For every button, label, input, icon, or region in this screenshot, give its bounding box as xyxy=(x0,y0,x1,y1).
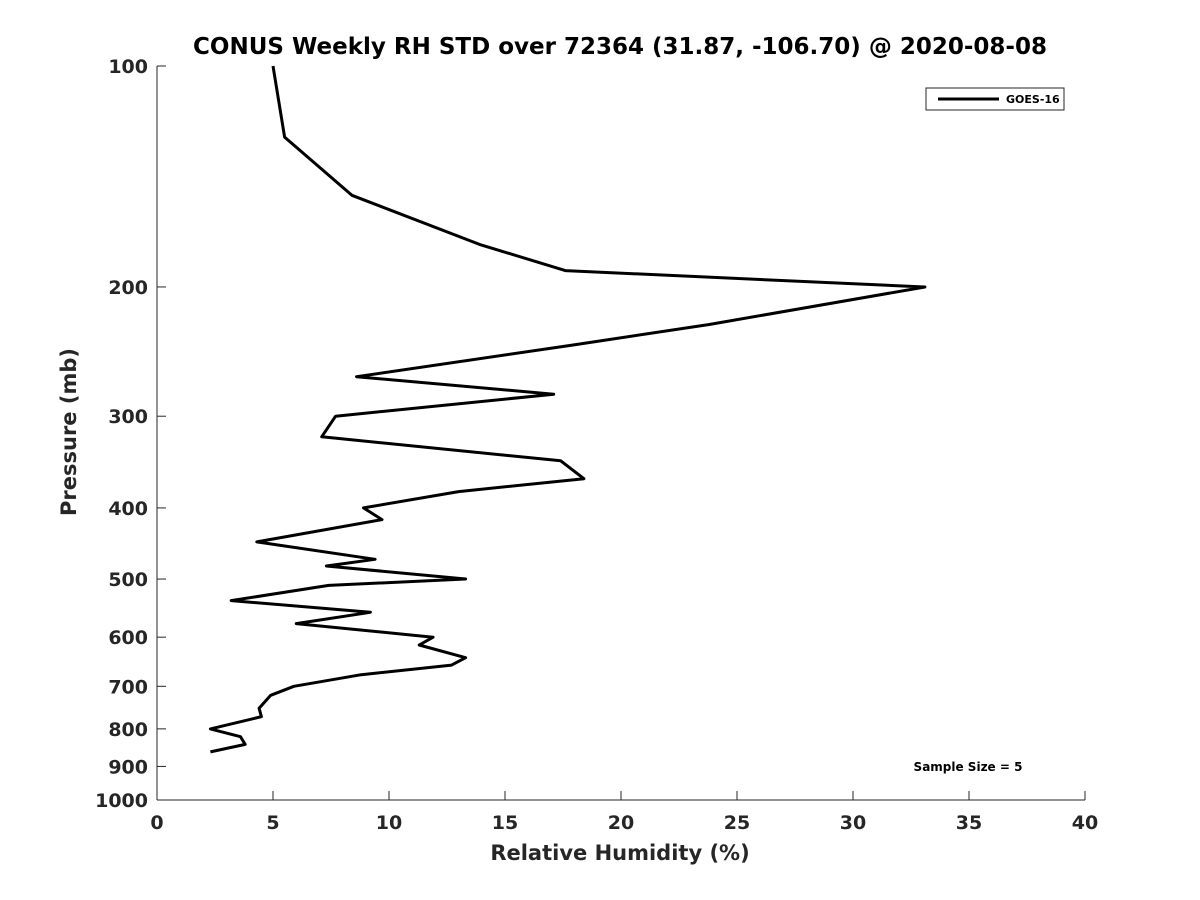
x-tick-label: 20 xyxy=(608,812,634,834)
x-tick-label: 30 xyxy=(840,812,866,834)
series xyxy=(208,65,927,754)
x-tick-label: 5 xyxy=(266,812,279,834)
sample-size-annotation: Sample Size = 5 xyxy=(914,760,1023,774)
y-tick-label: 500 xyxy=(108,569,148,591)
x-axis-label: Relative Humidity (%) xyxy=(490,841,749,865)
series-line-goes-16 xyxy=(208,65,927,754)
y-tick-label: 900 xyxy=(108,756,148,778)
x-tick-label: 10 xyxy=(376,812,402,834)
y-tick-label: 100 xyxy=(108,56,148,78)
y-tick-label: 300 xyxy=(108,406,148,428)
ticks: 0 5 10 15 20 25 30 35 40 100 200 300 400 500 600 700 800… xyxy=(95,56,1098,834)
y-tick-label: 600 xyxy=(108,627,148,649)
x-tick-label: 15 xyxy=(492,812,518,834)
y-tick-label: 400 xyxy=(108,498,148,520)
legend-label-goes-16: GOES-16 xyxy=(1006,93,1060,106)
legend: GOES-16 xyxy=(925,87,1065,111)
x-tick-label: 0 xyxy=(150,812,163,834)
chart-title: CONUS Weekly RH STD over 72364 (31.87, -… xyxy=(193,34,1047,60)
axes xyxy=(156,66,1085,801)
x-tick-label: 35 xyxy=(956,812,982,834)
y-tick-label: 800 xyxy=(108,719,148,741)
x-tick-label: 25 xyxy=(724,812,750,834)
y-tick-label: 200 xyxy=(108,277,148,299)
y-axis-label: Pressure (mb) xyxy=(57,348,81,516)
y-tick-label: 1000 xyxy=(95,790,148,812)
y-tick-label: 700 xyxy=(108,676,148,698)
x-tick-label: 40 xyxy=(1072,812,1098,834)
